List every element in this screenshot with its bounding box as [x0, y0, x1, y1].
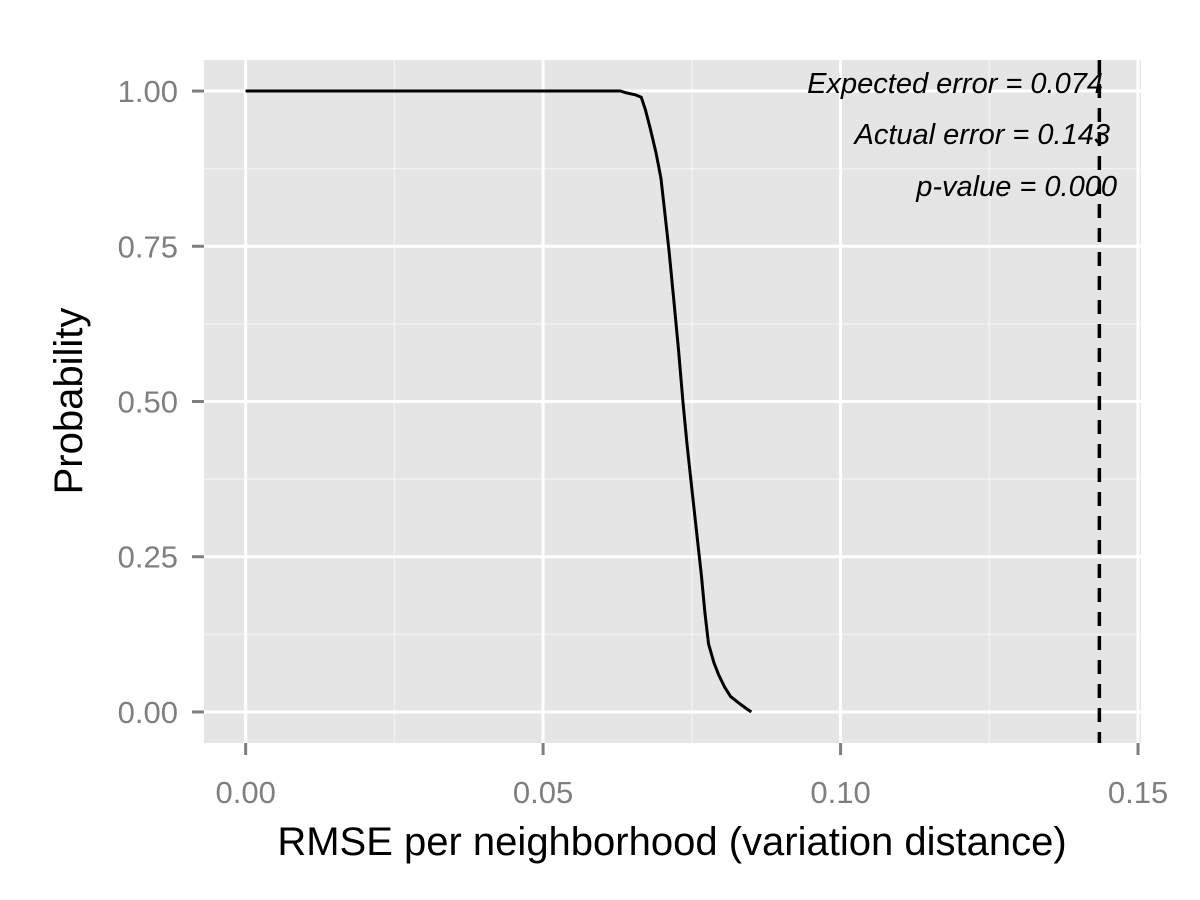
p-value-annotation: p-value = 0.000: [915, 171, 1117, 203]
x-tick-label: 0.00: [215, 775, 275, 810]
x-tick-label: 0.15: [1108, 775, 1168, 810]
series-line: [245, 89, 753, 714]
y-tick-label: 0.00: [118, 695, 178, 730]
axes: 0.00 0.05 0.10 0.15 0.00 0.25 0.50 0.75 1.00: [118, 74, 1169, 810]
y-tick-label: 0.25: [118, 540, 178, 575]
x-tick-label: 0.10: [810, 775, 870, 810]
x-axis-title: RMSE per neighborhood (variation distanc…: [277, 820, 1066, 864]
y-tick-label: 0.50: [118, 385, 178, 420]
expected-error-annotation: Expected error = 0.074: [807, 68, 1103, 100]
annotations: Expected error = 0.074 Actual error = 0.…: [807, 68, 1117, 203]
y-axis-title: Probability: [47, 308, 91, 495]
grid-lines: [204, 60, 1141, 743]
y-tick-label: 1.00: [118, 74, 178, 109]
actual-error-annotation: Actual error = 0.143: [852, 119, 1110, 151]
data-layer: [245, 60, 1102, 743]
y-tick-label: 0.75: [118, 229, 178, 264]
x-tick-label: 0.05: [513, 775, 573, 810]
